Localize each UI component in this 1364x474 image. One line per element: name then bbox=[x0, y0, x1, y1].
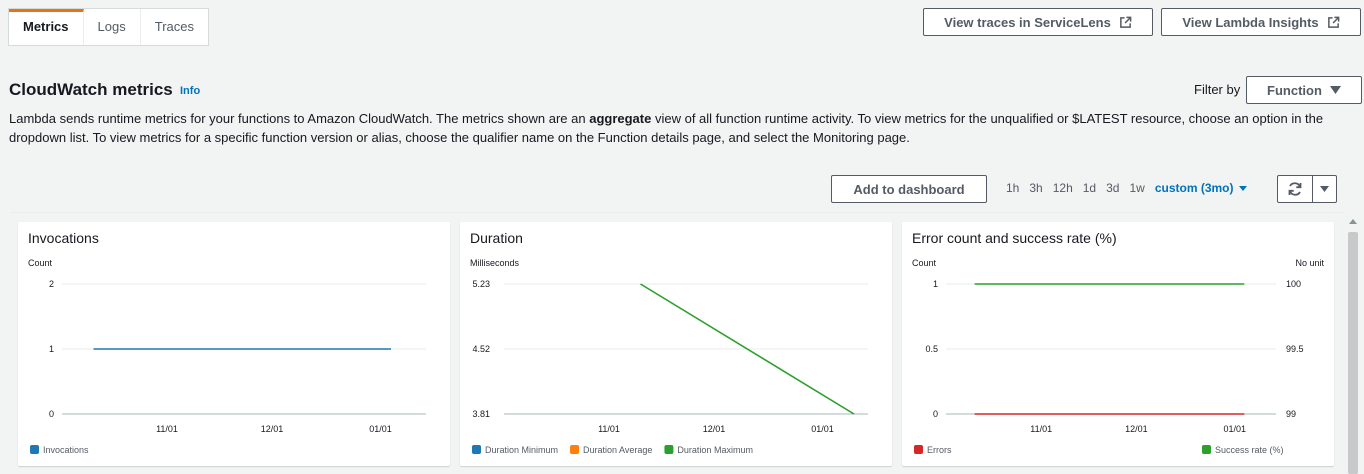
add-dashboard-label: Add to dashboard bbox=[853, 181, 965, 197]
x-tick-label: 01/01 bbox=[1223, 424, 1246, 434]
range-1w[interactable]: 1w bbox=[1129, 181, 1145, 195]
x-tick-label: 01/01 bbox=[369, 424, 392, 434]
tab-traces[interactable]: Traces bbox=[154, 19, 194, 34]
y-tick-label: 0.5 bbox=[925, 344, 938, 354]
y2-axis-unit: No unit bbox=[1295, 258, 1324, 268]
legend-swatch bbox=[664, 445, 674, 454]
info-link[interactable]: Info bbox=[180, 85, 201, 97]
invocations-card: Invocations Count 2 1 0 11/01 12/01 01/01 Invoc… bbox=[18, 222, 450, 466]
chart-title: Duration bbox=[470, 230, 523, 246]
external-link-icon bbox=[1327, 16, 1339, 28]
range-custom-label: custom (3mo) bbox=[1154, 181, 1234, 195]
chart-title: Error count and success rate (%) bbox=[912, 230, 1117, 246]
page-title: CloudWatch metrics bbox=[9, 80, 173, 99]
view-insights-label: View Lambda Insights bbox=[1182, 14, 1319, 30]
y-tick-label: 1 bbox=[49, 344, 54, 354]
view-traces-label: View traces in ServiceLens bbox=[944, 14, 1111, 30]
tab-metrics[interactable]: Metrics bbox=[9, 9, 84, 45]
range-12h[interactable]: 12h bbox=[1052, 181, 1073, 195]
caret-down-icon bbox=[1238, 186, 1247, 192]
description-bold: aggregate bbox=[589, 111, 652, 126]
y2-tick-label: 100 bbox=[1286, 279, 1301, 289]
external-link-icon bbox=[1119, 16, 1132, 28]
y-tick-label: 5.23 bbox=[472, 279, 490, 289]
y-tick-label: 1 bbox=[933, 279, 938, 289]
description-text-1: Lambda sends runtime metrics for your fu… bbox=[9, 111, 590, 126]
legend-label: Duration Minimum bbox=[485, 445, 558, 455]
range-1h[interactable]: 1h bbox=[1006, 181, 1020, 195]
duration-card: Duration Milliseconds 5.23 4.52 3.81 11/01 12… bbox=[460, 222, 892, 466]
view-lambda-insights-button[interactable]: View Lambda Insights bbox=[1161, 8, 1361, 36]
legend-label: Duration Average bbox=[583, 445, 652, 455]
y-axis-unit: Count bbox=[28, 258, 53, 268]
legend-label: Errors bbox=[927, 445, 952, 455]
range-3h[interactable]: 3h bbox=[1029, 181, 1043, 195]
caret-down-icon bbox=[1329, 86, 1341, 94]
metrics-panel-area bbox=[10, 212, 1345, 474]
filter-value: Function bbox=[1267, 82, 1322, 98]
tab-logs[interactable]: Logs bbox=[84, 9, 141, 45]
error-success-card: Error count and success rate (%) Count No… bbox=[902, 222, 1334, 466]
scrollbar[interactable] bbox=[1346, 216, 1360, 474]
range-custom[interactable]: custom (3mo) bbox=[1155, 181, 1247, 195]
refresh-button[interactable] bbox=[1277, 175, 1313, 203]
x-tick-label: 01/01 bbox=[811, 424, 834, 434]
error-success-chart: Count No unit 1 0.5 0 100 99.5 99 11/01 12/01 01/0… bbox=[912, 258, 1324, 455]
chart-title: Invocations bbox=[28, 230, 99, 246]
legend-swatch bbox=[570, 445, 580, 454]
scrollbar-thumb[interactable] bbox=[1348, 232, 1358, 474]
invocations-chart: Count 2 1 0 11/01 12/01 01/01 Invocations bbox=[28, 258, 426, 455]
range-1d[interactable]: 1d bbox=[1082, 181, 1097, 195]
filter-select[interactable]: Function bbox=[1246, 76, 1362, 104]
legend-swatch bbox=[914, 445, 923, 454]
refresh-options-button[interactable] bbox=[1312, 175, 1337, 203]
x-tick-label: 12/01 bbox=[1125, 424, 1148, 434]
x-tick-label: 11/01 bbox=[156, 424, 178, 434]
legend-label: Success rate (%) bbox=[1215, 445, 1284, 455]
range-3d[interactable]: 3d bbox=[1106, 181, 1120, 195]
refresh-icon bbox=[1288, 182, 1302, 196]
legend-swatch bbox=[472, 445, 481, 454]
y2-tick-label: 99 bbox=[1286, 409, 1296, 419]
tab-bar: Metrics Logs Traces bbox=[8, 8, 209, 46]
legend-label: Invocations bbox=[43, 445, 89, 455]
y-tick-label: 0 bbox=[933, 409, 938, 419]
y2-tick-label: 99.5 bbox=[1286, 344, 1304, 354]
scroll-up-arrow-icon[interactable] bbox=[1349, 219, 1357, 224]
add-to-dashboard-button[interactable]: Add to dashboard bbox=[831, 175, 987, 203]
x-tick-label: 12/01 bbox=[261, 424, 284, 434]
y-axis-unit: Milliseconds bbox=[470, 258, 520, 268]
series-line bbox=[640, 283, 855, 415]
x-tick-label: 12/01 bbox=[703, 424, 726, 434]
view-traces-servicelens-button[interactable]: View traces in ServiceLens bbox=[923, 8, 1153, 36]
duration-chart: Milliseconds 5.23 4.52 3.81 11/01 12/01 01/01 D… bbox=[470, 258, 868, 455]
y-tick-label: 3.81 bbox=[472, 409, 490, 419]
legend-label: Duration Maximum bbox=[677, 445, 753, 455]
time-range-selector: 1h 3h 12h 1d 3d 1w custom (3mo) bbox=[1006, 181, 1247, 195]
x-tick-label: 11/01 bbox=[598, 424, 620, 434]
caret-down-icon bbox=[1320, 186, 1329, 192]
x-tick-label: 11/01 bbox=[1030, 424, 1052, 434]
y-tick-label: 4.52 bbox=[472, 344, 490, 354]
legend-swatch bbox=[30, 445, 39, 454]
description-text-2: view of all function runtime activity. T… bbox=[9, 111, 1324, 145]
filter-label: Filter by bbox=[1194, 82, 1241, 97]
description: Lambda sends runtime metrics for your fu… bbox=[9, 109, 1359, 147]
y-tick-label: 2 bbox=[49, 279, 54, 289]
legend-swatch bbox=[1202, 445, 1211, 454]
y-tick-label: 0 bbox=[49, 409, 54, 419]
y-axis-unit: Count bbox=[912, 258, 937, 268]
